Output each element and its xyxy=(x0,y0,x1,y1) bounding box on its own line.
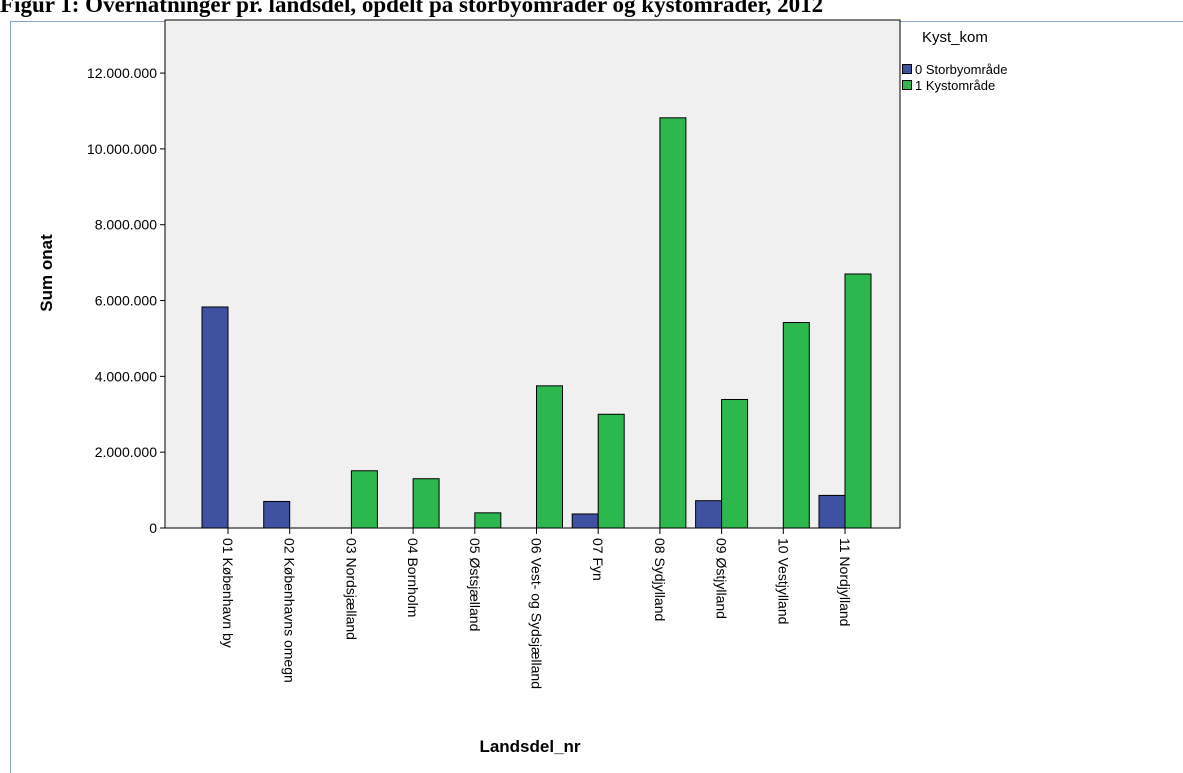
y-tick-label: 12.000.000 xyxy=(87,65,157,81)
x-tick-label: 06 Vest- og Sydsjælland xyxy=(529,538,545,689)
y-axis-label: Sum onat xyxy=(37,234,56,312)
plot-area xyxy=(164,19,901,529)
bar-kystomrade xyxy=(474,512,502,529)
x-axis: 01 København by 02 Københavns omegn 03 Nor… xyxy=(220,528,853,689)
x-tick-label: 09 Østjylland xyxy=(714,538,730,619)
legend-swatch-storbyomrade xyxy=(902,64,912,74)
legend-label-kystomrade: 1 Kystområde xyxy=(915,77,996,93)
x-tick-label: 02 Københavns omegn xyxy=(282,538,298,683)
y-tick-label: 2.000.000 xyxy=(95,444,157,460)
bar-kystomrade xyxy=(536,385,563,529)
x-tick-label: 08 Sydjylland xyxy=(652,538,668,621)
x-tick-label: 10 Vestjylland xyxy=(775,538,791,624)
legend-item-storbyomrade: 0 Storbyområde xyxy=(902,61,1008,77)
legend-swatch-kystomrade xyxy=(902,80,912,90)
x-tick-label: 11 Nordjylland xyxy=(837,538,853,626)
y-tick-label: 10.000.000 xyxy=(87,141,157,157)
y-tick-label: 4.000.000 xyxy=(95,368,157,384)
legend-item-kystomrade: 1 Kystområde xyxy=(902,77,996,93)
y-axis: 0 2.000.000 4.000.000 6.000.000 8.000.000 10.… xyxy=(87,65,165,536)
bar-storbyomrade xyxy=(201,306,229,529)
y-tick-label: 0 xyxy=(149,520,157,536)
x-tick-label: 01 København by xyxy=(220,538,236,648)
bar-storbyomrade xyxy=(818,494,846,529)
bars xyxy=(201,117,872,529)
x-tick-label: 07 Fyn xyxy=(590,538,606,581)
bar-storbyomrade xyxy=(263,500,291,529)
x-tick-label: 05 Østsjælland xyxy=(467,538,483,631)
y-tick-label: 8.000.000 xyxy=(95,217,157,233)
bar-kystomrade xyxy=(412,478,440,529)
bar-kystomrade xyxy=(782,322,810,529)
legend-title: Kyst_kom xyxy=(922,29,988,46)
bar-kystomrade xyxy=(597,413,625,529)
bar-storbyomrade xyxy=(571,513,599,529)
bar-kystomrade xyxy=(350,470,378,529)
bar-kystomrade xyxy=(659,117,687,529)
bar-kystomrade xyxy=(721,398,749,529)
bar-kystomrade xyxy=(844,273,872,529)
y-tick-label: 6.000.000 xyxy=(95,293,157,309)
legend-label-storbyomrade: 0 Storbyområde xyxy=(915,61,1008,77)
bar-storbyomrade xyxy=(695,500,723,529)
x-tick-label: 03 Nordsjælland xyxy=(343,538,359,640)
x-axis-label: Landsdel_nr xyxy=(479,737,580,756)
figure-title: Figur 1: Overnatninger pr. landsdel, opd… xyxy=(0,0,824,17)
x-tick-label: 04 Bornholm xyxy=(405,538,421,617)
